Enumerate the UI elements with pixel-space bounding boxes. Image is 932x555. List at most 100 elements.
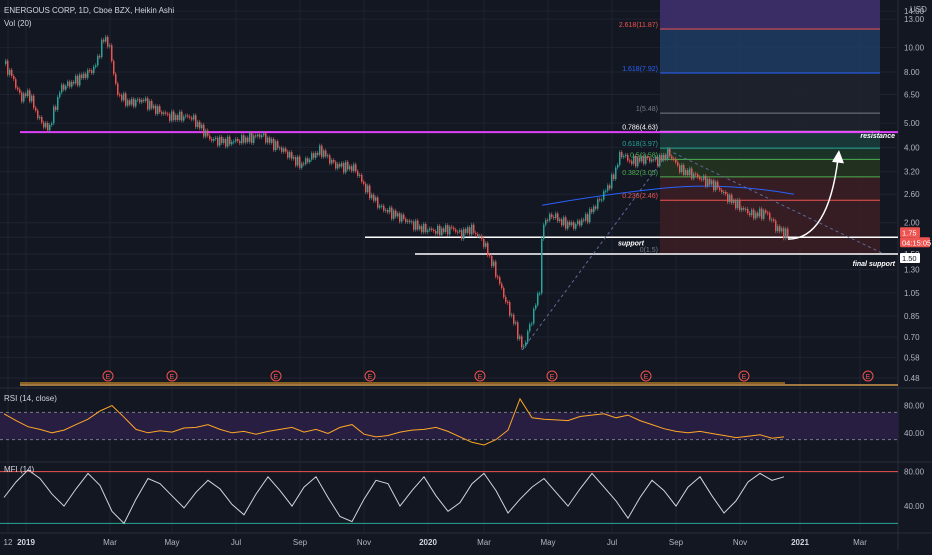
candle-body	[401, 214, 403, 222]
candle-body	[279, 147, 281, 149]
candle-body	[321, 145, 323, 157]
candle-body	[547, 219, 549, 221]
y-tick-label: 4.00	[904, 143, 920, 152]
candle-body	[465, 229, 467, 233]
candle-body	[53, 106, 55, 124]
candle-body	[51, 123, 53, 125]
candle-body	[621, 152, 623, 157]
candle-body	[427, 230, 429, 233]
earnings-marker-icon	[270, 370, 282, 382]
candle-body	[705, 175, 707, 187]
x-tick-label: Mar	[103, 538, 117, 547]
candle-body	[389, 207, 391, 213]
candle-body	[573, 222, 575, 229]
candle-body	[749, 213, 751, 216]
candle-body	[695, 173, 697, 175]
candle-body	[159, 106, 161, 113]
candle-body	[457, 231, 459, 233]
candle-body	[219, 136, 221, 146]
candle-body	[123, 93, 125, 101]
candle-body	[555, 213, 557, 219]
candle-body	[525, 342, 527, 347]
candle-body	[205, 130, 207, 137]
candle-body	[67, 81, 69, 86]
candle-body	[619, 152, 621, 165]
candle-body	[79, 74, 81, 86]
x-tick-label: Mar	[477, 538, 491, 547]
candle-body	[49, 124, 51, 131]
candle-body	[645, 156, 647, 164]
candle-body	[103, 39, 105, 42]
candle-body	[341, 163, 343, 167]
trendline-down	[667, 149, 885, 255]
candle-body	[93, 66, 95, 74]
candle-body	[291, 152, 293, 159]
candle-body	[73, 81, 75, 84]
candle-body	[217, 137, 219, 146]
forecast-arrow	[787, 158, 839, 240]
candle-body	[571, 222, 573, 226]
candle-body	[251, 133, 253, 143]
x-tick-label: Nov	[357, 538, 371, 547]
candle-body	[319, 145, 321, 155]
candle-body	[527, 331, 529, 343]
candle-body	[131, 98, 133, 105]
candle-body	[369, 185, 371, 199]
candle-body	[165, 112, 167, 114]
candle-body	[367, 185, 369, 193]
candle-body	[237, 138, 239, 142]
y-tick-label: 3.20	[904, 168, 920, 177]
candle-body	[559, 219, 561, 221]
candle-body	[667, 149, 669, 160]
candle-body	[323, 150, 325, 157]
candle-body	[499, 277, 501, 284]
x-tick-label: Mar	[853, 538, 867, 547]
candle-body	[239, 141, 241, 144]
x-tick-label: Jul	[231, 538, 241, 547]
candle-body	[663, 154, 665, 161]
candle-body	[221, 136, 223, 143]
price-badge	[900, 237, 930, 248]
candle-body	[771, 219, 773, 221]
candle-body	[435, 231, 437, 234]
candle-body	[81, 74, 83, 79]
candle-body	[211, 138, 213, 141]
candle-body	[63, 84, 65, 90]
candle-body	[343, 163, 345, 173]
candle-body	[637, 157, 639, 167]
fib-zone	[660, 200, 880, 255]
candle-body	[423, 223, 425, 233]
candle-body	[101, 39, 103, 58]
candle-body	[485, 243, 487, 247]
candle-body	[199, 121, 201, 129]
price-badge-label: 1.50	[902, 254, 917, 263]
candle-body	[463, 229, 465, 239]
fib-level-label: 2.618(11.87)	[619, 22, 658, 29]
candle-body	[711, 180, 713, 185]
earnings-marker-label: E	[866, 374, 871, 381]
candle-body	[61, 84, 63, 93]
candle-body	[155, 105, 157, 114]
candle-body	[419, 226, 421, 230]
candle-body	[643, 156, 645, 164]
candle-body	[175, 115, 177, 120]
x-tick-label: Sep	[669, 538, 684, 547]
candle-body	[161, 112, 163, 114]
candle-body	[243, 135, 245, 143]
candle-body	[551, 214, 553, 218]
x-tick-label: Nov	[733, 538, 747, 547]
earnings-marker-label: E	[742, 374, 747, 381]
x-tick-label: 12	[4, 538, 13, 547]
candle-body	[113, 61, 115, 74]
candle-body	[449, 226, 451, 235]
candle-body	[473, 224, 475, 233]
candle-body	[375, 197, 377, 201]
candle-body	[125, 93, 127, 106]
candle-body	[701, 178, 703, 180]
candle-body	[743, 207, 745, 210]
candle-body	[681, 164, 683, 173]
candle-body	[655, 157, 657, 160]
candle-body	[173, 111, 175, 120]
